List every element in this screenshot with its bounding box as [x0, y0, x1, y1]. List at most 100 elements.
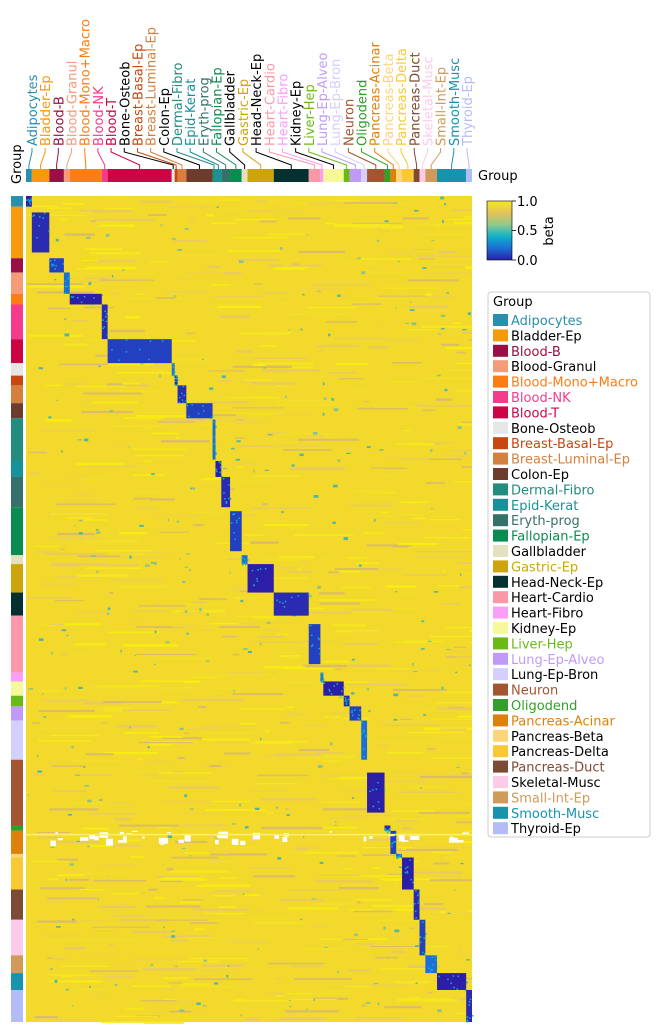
heatmap-cell: [257, 774, 309, 777]
heatmap-cell-missing: [363, 836, 367, 842]
row-annotation-segment: [11, 196, 23, 207]
heatmap-cell: [314, 997, 348, 1000]
heatmap-cell: [42, 699, 90, 702]
heatmap-cell: [395, 841, 397, 843]
heatmap-cell: [427, 295, 454, 298]
row-annotation-segment: [11, 889, 23, 920]
heatmap-cell: [101, 294, 103, 297]
heatmap-cell: [440, 327, 445, 330]
legend-swatch: [493, 437, 508, 450]
heatmap-cell: [83, 296, 86, 298]
heatmap-cell: [254, 740, 308, 743]
heatmap-cell: [147, 746, 150, 749]
heatmap-cell: [469, 334, 472, 337]
heatmap-cell: [98, 365, 101, 368]
heatmap-cell: [30, 199, 32, 202]
row-annotation-segment: [11, 564, 23, 593]
heatmap-cell: [457, 641, 472, 643]
heatmap-cell: [55, 264, 57, 267]
heatmap-cell: [416, 894, 419, 897]
heatmap-cell: [233, 218, 277, 221]
column-annotation-segment: [241, 169, 248, 182]
heatmap-cell: [447, 912, 451, 914]
heatmap-cell: [416, 255, 472, 257]
row-annotation-segment: [11, 592, 23, 616]
heatmap-cell: [80, 939, 139, 942]
heatmap-cell: [398, 592, 412, 596]
heatmap-cell: [253, 566, 296, 570]
column-annotation-segment: [308, 169, 321, 182]
heatmap-cell: [330, 742, 333, 746]
heatmap-cell: [139, 524, 144, 527]
colorbar-gradient: [486, 200, 513, 261]
column-group-label: Pancreas-Beta: [382, 53, 397, 146]
legend-swatch: [493, 591, 508, 604]
heatmap-cell-low-block: [212, 419, 216, 460]
heatmap-cell: [420, 787, 422, 789]
legend-item-label: Pancreas-Beta: [511, 730, 604, 745]
heatmap-cell: [257, 635, 285, 638]
heatmap-cell: [282, 602, 284, 604]
heatmap-cell: [140, 748, 183, 750]
heatmap-cell: [356, 407, 409, 410]
column-label-connector: [229, 148, 246, 169]
heatmap-cell: [45, 384, 62, 387]
legend-item-label: Bladder-Ep: [511, 329, 582, 344]
heatmap-cell: [410, 786, 444, 788]
row-annotation-segment: [11, 706, 23, 721]
heatmap-cell: [248, 917, 291, 920]
heatmap-cell: [253, 363, 266, 367]
row-annotation-segment: [11, 989, 23, 1022]
heatmap-cell: [59, 653, 68, 655]
heatmap-cell: [66, 634, 69, 637]
heatmap-cell: [75, 774, 80, 776]
heatmap-cell: [309, 992, 354, 995]
heatmap-cell: [232, 513, 234, 516]
heatmap-cell: [266, 233, 305, 235]
heatmap-cell: [443, 691, 472, 694]
heatmap-cell: [179, 254, 218, 257]
heatmap-cell: [110, 293, 119, 295]
heatmap-cell: [126, 409, 139, 412]
heatmap-cell: [178, 396, 181, 399]
legend-items: AdipocytesBladder-EpBlood-BBlood-GranulB…: [493, 314, 638, 837]
heatmap-cell: [201, 1005, 207, 1007]
heatmap-cell: [242, 562, 244, 565]
heatmap-cell: [259, 738, 262, 741]
heatmap-cell: [256, 387, 276, 389]
heatmap-cell: [418, 899, 420, 902]
heatmap-cell-low-block: [437, 973, 467, 990]
row-annotation-bar: [11, 196, 23, 1022]
heatmap-cell: [177, 985, 237, 988]
heatmap-cell: [94, 549, 152, 552]
heatmap-cell: [368, 710, 371, 712]
heatmap-cell: [54, 1018, 78, 1021]
column-annotation-segment: [273, 169, 309, 182]
heatmap-cell: [385, 585, 417, 588]
heatmap-cell: [455, 656, 472, 659]
heatmap-cell: [60, 475, 87, 477]
heatmap-cell: [89, 812, 137, 815]
legend-swatch: [493, 314, 508, 326]
heatmap-cell: [295, 848, 308, 851]
heatmap-cell: [428, 991, 433, 994]
heatmap-cell: [453, 986, 455, 989]
heatmap-cell: [432, 913, 457, 916]
heatmap-cell: [139, 773, 165, 777]
heatmap-cell: [414, 903, 416, 905]
legend-item-label: Lung-Ep-Alveo: [511, 653, 605, 668]
heatmap-cell: [363, 755, 365, 758]
column-group-label: Small-Int-Ep: [435, 67, 450, 146]
heatmap-cell: [408, 279, 460, 282]
heatmap-cell: [38, 740, 92, 742]
heatmap-cell: [126, 297, 183, 300]
heatmap-cell: [337, 294, 341, 297]
heatmap-cell: [72, 760, 120, 762]
heatmap-cell: [404, 871, 407, 874]
heatmap-cell: [114, 1015, 159, 1018]
heatmap-cell: [322, 760, 343, 762]
heatmap-cell: [280, 511, 284, 513]
heatmap-cell: [53, 939, 79, 941]
heatmap-cell: [262, 503, 268, 506]
